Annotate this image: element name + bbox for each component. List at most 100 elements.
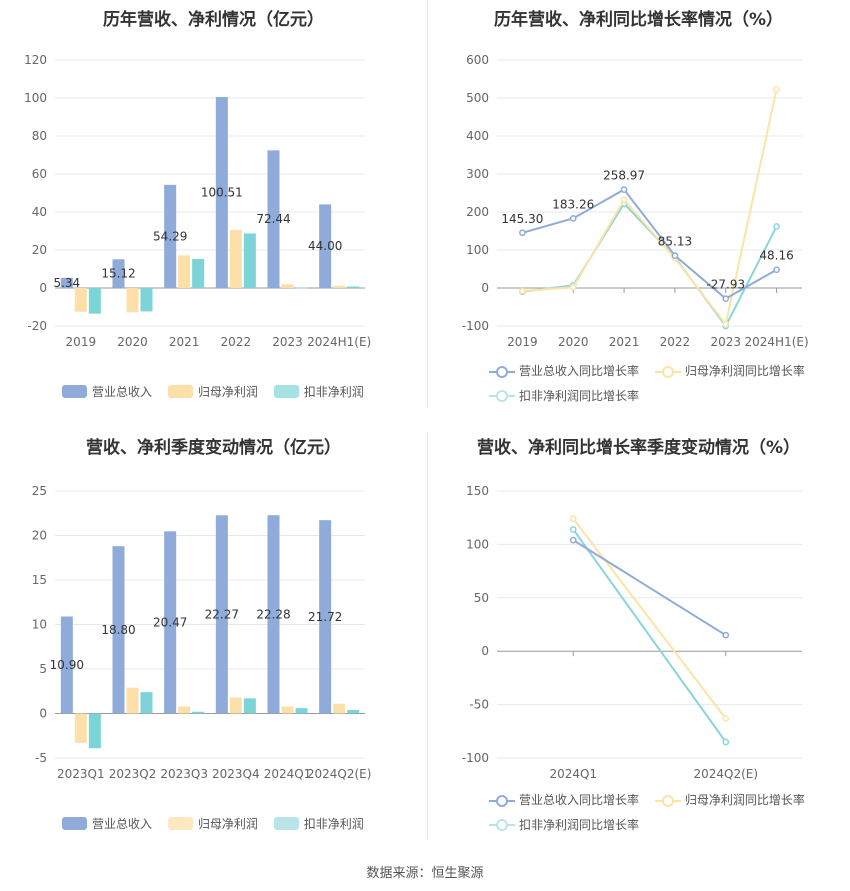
x-tick-label: 2023Q1 (57, 767, 105, 781)
data-label: 258.97 (603, 169, 645, 183)
legend-item-deducted-profit[interactable]: 扣非净利润 (273, 383, 364, 400)
y-tick-label: 25 (32, 484, 47, 498)
bar-revenue (215, 97, 228, 288)
chart-title: 营收、净利同比增长率季度变动情况（%） (476, 438, 801, 458)
legend-label: 扣非净利润同比增长率 (519, 388, 640, 403)
bar-revenue (319, 520, 332, 714)
bar-revenue (215, 515, 228, 714)
data-point (569, 215, 577, 222)
quarter-line-panel: 营收、净利同比增长率季度变动情况（%） -100 -50 0 50 100 150 2024… (427, 425, 850, 845)
data-source: 数据来源：恒生聚源 (366, 866, 484, 881)
data-point (773, 85, 780, 93)
legend-item-deducted-growth[interactable]: 扣非净利润同比增长率 (489, 814, 639, 836)
legend-label: 归母净利润 (197, 817, 258, 831)
data-point (722, 738, 730, 746)
data-point (519, 229, 526, 237)
legend-item-parent-profit[interactable]: 归母净利润 (167, 815, 258, 832)
data-label: 85.13 (658, 235, 692, 249)
data-label: 54.29 (153, 229, 187, 243)
series-line-deducted (572, 528, 727, 743)
legend-item-parent-growth[interactable]: 归母净利润同比增长率 (654, 360, 805, 382)
x-tick-label: 2019 (66, 335, 97, 349)
annual-line-panel: 历年营收、净利同比增长率情况（%） -100 0 100 200 300 400 500 60… (427, 0, 850, 410)
legend-item-parent-growth[interactable]: 归母净利润同比增长率 (654, 789, 805, 811)
bar-revenue (60, 616, 73, 714)
x-tick-label: 2024H1(E) (745, 335, 809, 349)
data-label: 22.28 (256, 607, 290, 621)
y-tick-label: 100 (466, 537, 489, 551)
bar-parent-profit (178, 706, 191, 714)
data-label: 100.51 (201, 186, 243, 200)
bar-revenue (319, 204, 332, 288)
x-tick-label: 2023Q3 (160, 767, 208, 781)
legend: 营业总收入 归母净利润 扣非净利润 (62, 383, 376, 401)
bar-revenue (164, 184, 177, 288)
legend-label: 营业总收入 (92, 817, 153, 831)
bar-deducted-profit (295, 708, 308, 714)
bar-revenue (164, 531, 177, 714)
x-tick-label: 2022 (221, 335, 252, 349)
bar-revenue (267, 515, 280, 714)
y-tick-label: 50 (474, 591, 489, 605)
x-tick-label: 2023 (272, 335, 303, 349)
legend-label: 扣非净利润 (303, 385, 364, 399)
data-label: 5.34 (53, 276, 80, 290)
bar-parent-profit (74, 713, 87, 743)
bar-deducted-profit (140, 692, 153, 714)
annual-line-chart: -100 0 100 200 300 400 500 600 2019 2020 2021 2022 2… (462, 53, 809, 349)
data-point (773, 223, 780, 230)
legend: 营业总收入同比增长率 归母净利润同比增长率 扣非净利润同比增长率 (489, 360, 817, 409)
y-tick-label: 60 (32, 167, 47, 181)
bar-deducted-profit (140, 288, 153, 312)
y-tick-label: 20 (32, 243, 47, 257)
y-tick-label: 20 (32, 529, 47, 543)
bar-parent-profit (229, 230, 242, 288)
y-tick-label: 0 (39, 707, 47, 721)
x-tick-label: 2024Q1 (264, 767, 312, 781)
legend-label: 归母净利润 (197, 385, 258, 399)
bar-parent-profit (126, 687, 139, 714)
data-label: -27.93 (706, 278, 745, 292)
legend-item-revenue-growth[interactable]: 营业总收入同比增长率 (489, 789, 639, 811)
bar-parent-profit (281, 284, 294, 288)
x-tick-label: 2024H1(E) (307, 335, 371, 349)
bar-parent-profit (178, 255, 191, 288)
y-tick-label: 100 (466, 243, 489, 257)
legend-label: 营业总收入 (92, 385, 153, 399)
legend-item-parent-profit[interactable]: 归母净利润 (167, 383, 258, 400)
legend: 营业总收入同比增长率 归母净利润同比增长率 扣非净利润同比增长率 (489, 789, 817, 838)
bar-revenue (112, 259, 125, 288)
bar-revenue (267, 150, 280, 288)
bar-deducted-profit (243, 698, 256, 714)
chart-title: 历年营收、净利情况（亿元） (103, 10, 324, 30)
y-tick-label: 200 (466, 205, 489, 219)
x-tick-label: 2023Q4 (212, 767, 260, 781)
data-point (519, 287, 526, 295)
data-label: 48.16 (759, 249, 793, 263)
legend-item-revenue[interactable]: 营业总收入 (62, 815, 152, 832)
y-tick-label: 80 (32, 129, 47, 143)
annual-bar-panel: 历年营收、净利情况（亿元） -20 0 20 40 60 80 100 120 2019 5.34… (0, 0, 427, 410)
data-point (569, 283, 577, 291)
data-point (722, 715, 730, 722)
x-tick-label: 2022 (660, 335, 691, 349)
data-label: 22.27 (205, 607, 239, 621)
quarter-bar-panel: 营收、净利季度变动情况（亿元） -5 0 5 10 15 20 25 2023Q1 10.90 2… (0, 425, 427, 845)
legend-item-deducted-growth[interactable]: 扣非净利润同比增长率 (489, 385, 639, 407)
x-tick-label: 2020 (558, 335, 589, 349)
legend-item-deducted-profit[interactable]: 扣非净利润 (273, 815, 364, 832)
legend-item-revenue-growth[interactable]: 营业总收入同比增长率 (489, 360, 639, 382)
data-point (773, 266, 780, 274)
data-point (722, 631, 730, 639)
bar-deducted-profit (295, 287, 308, 289)
legend-label: 归母净利润同比增长率 (684, 364, 805, 378)
quarter-bar-chart: -5 0 5 10 15 20 25 2023Q1 10.90 2023Q2 18.80 2023Q3… (32, 484, 372, 781)
legend-label: 营业总收入同比增长率 (519, 793, 640, 807)
x-tick-label: 2021 (169, 335, 200, 349)
series-line-revenue (572, 539, 727, 637)
legend-item-revenue[interactable]: 营业总收入 (62, 383, 152, 400)
legend: 营业总收入 归母净利润 扣非净利润 (62, 815, 376, 833)
x-tick-label: 2020 (117, 335, 148, 349)
chart-title: 营收、净利季度变动情况（亿元） (86, 438, 341, 458)
y-tick-label: -5 (35, 751, 47, 765)
